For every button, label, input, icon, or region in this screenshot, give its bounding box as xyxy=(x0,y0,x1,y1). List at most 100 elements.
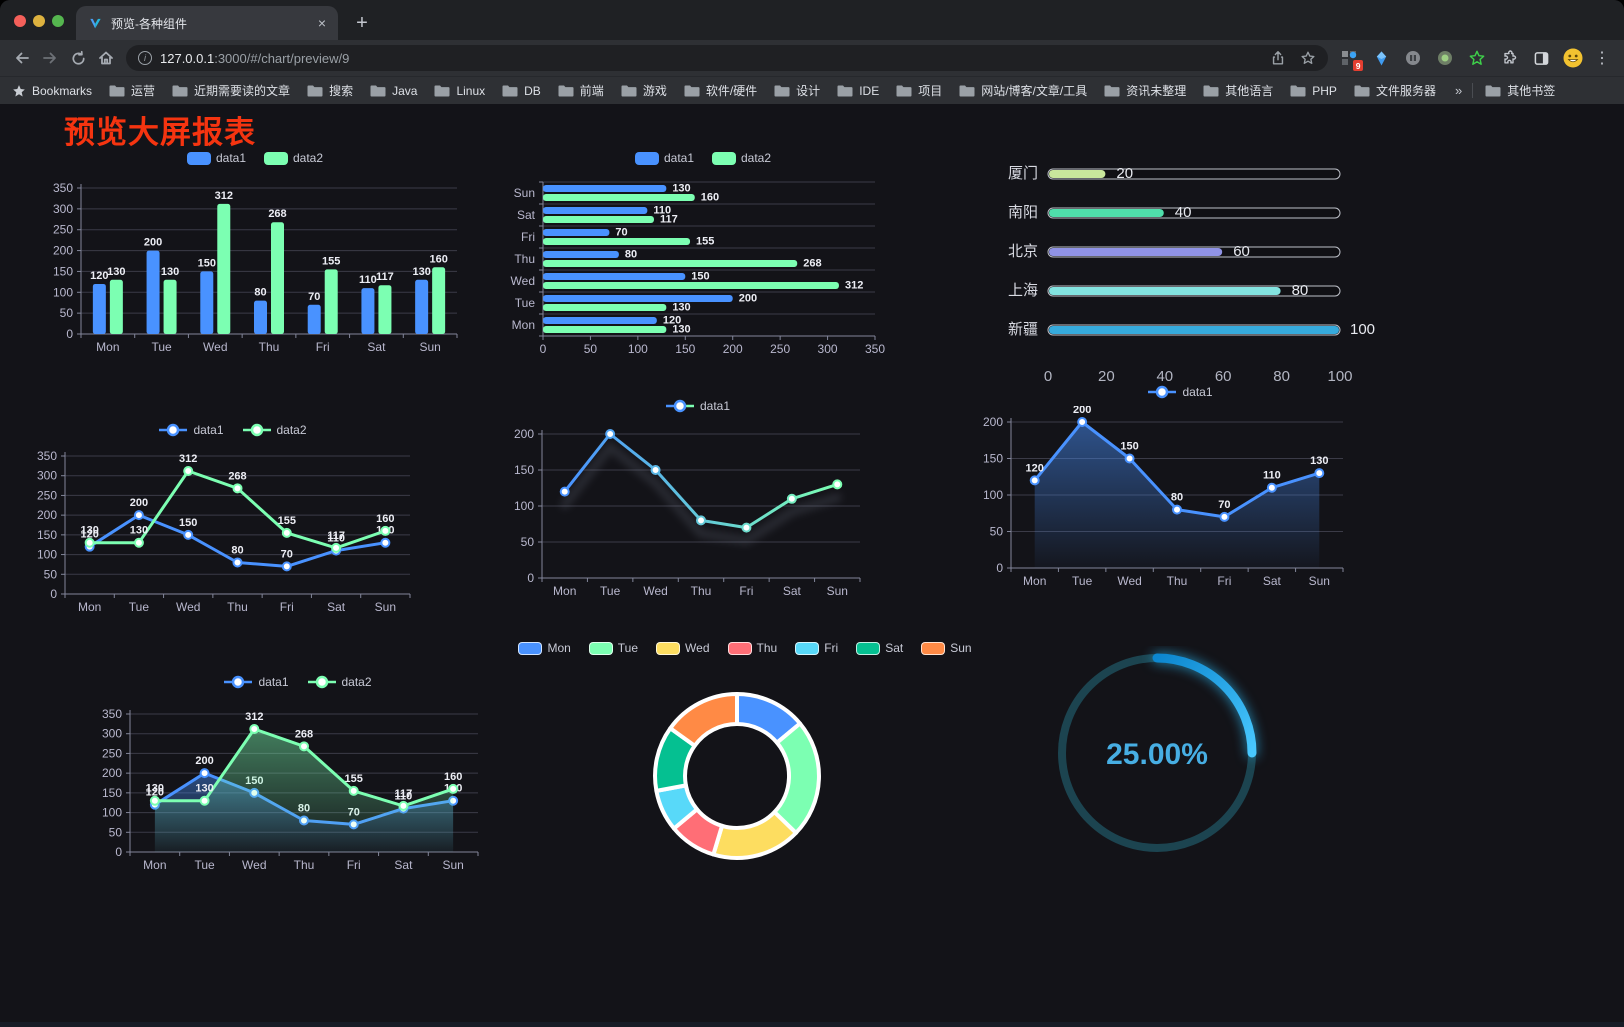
bookmark-item[interactable]: IDE xyxy=(837,84,879,98)
bar xyxy=(271,222,284,334)
bar xyxy=(543,326,667,333)
pie-slice[interactable] xyxy=(668,692,739,748)
bookmark-item[interactable]: 文件服务器 xyxy=(1354,82,1436,99)
legend-item[interactable]: Sun xyxy=(921,641,972,655)
folder-icon xyxy=(558,85,574,96)
zoom-window-button[interactable] xyxy=(52,15,64,27)
bookmark-item[interactable]: 设计 xyxy=(774,82,820,99)
browser-tab[interactable]: 预览-各种组件 × xyxy=(76,6,338,40)
close-window-button[interactable] xyxy=(14,15,26,27)
pie-slice[interactable] xyxy=(711,810,798,860)
chart-canvas[interactable]: 0 50 100 150 200 Mon Tue Wed Thu Fri Sat Sun 120 200 1… xyxy=(975,404,1385,598)
bookmark-item[interactable]: 前端 xyxy=(558,82,604,99)
bookmark-item[interactable]: 搜索 xyxy=(307,82,353,99)
progress-fill xyxy=(1049,248,1223,256)
legend-item[interactable]: data1 xyxy=(634,151,694,165)
svg-text:100: 100 xyxy=(37,548,57,562)
legend-item[interactable]: data2 xyxy=(307,675,372,689)
site-info-icon[interactable]: i xyxy=(138,51,152,65)
svg-text:312: 312 xyxy=(215,190,233,202)
legend-item[interactable]: Wed xyxy=(656,641,710,655)
extension-circle-icon[interactable] xyxy=(1402,47,1424,69)
bookmark-item[interactable]: 其他语言 xyxy=(1203,82,1273,99)
svg-text:110: 110 xyxy=(359,274,377,286)
svg-text:200: 200 xyxy=(37,508,57,522)
svg-text:70: 70 xyxy=(281,548,293,560)
browser-menu-icon[interactable]: ⋮ xyxy=(1594,50,1610,67)
reload-button[interactable] xyxy=(64,45,92,71)
bookmarks-overflow-chevron[interactable]: » xyxy=(1454,83,1463,98)
legend-item[interactable]: data1 xyxy=(186,151,246,165)
bookmark-item[interactable]: 运营 xyxy=(109,82,155,99)
extension-kite-icon[interactable] xyxy=(1370,47,1392,69)
bookmark-item[interactable]: 网站/博客/文章/工具 xyxy=(959,82,1087,99)
legend-label: data1 xyxy=(193,423,224,437)
legend-item[interactable]: Fri xyxy=(795,641,838,655)
svg-text:130: 130 xyxy=(672,324,690,336)
svg-text:Mon: Mon xyxy=(512,318,535,332)
svg-text:130: 130 xyxy=(672,302,690,314)
bookmarks-divider xyxy=(1472,83,1474,98)
svg-text:312: 312 xyxy=(245,711,263,723)
legend-item[interactable]: data1 xyxy=(665,399,730,413)
legend-item[interactable]: Mon xyxy=(518,641,571,655)
other-bookmarks-folder[interactable]: 其他书签 xyxy=(1485,82,1555,99)
bookmark-item[interactable]: 资讯未整理 xyxy=(1104,82,1186,99)
legend-item[interactable]: data1 xyxy=(158,423,224,437)
legend-item[interactable]: data2 xyxy=(264,151,323,165)
new-tab-button[interactable]: + xyxy=(356,11,368,34)
bookmark-item[interactable]: PHP xyxy=(1290,84,1337,98)
chart-canvas[interactable]: 0 50 100 150 200 250 300 350 Mon Tue Wed Thu Fri Sat S… xyxy=(45,172,465,370)
sidebar-toggle-icon[interactable] xyxy=(1530,47,1552,69)
share-icon[interactable] xyxy=(1270,50,1286,66)
svg-text:Sat: Sat xyxy=(1263,574,1282,588)
legend-item[interactable]: data1 xyxy=(223,675,289,689)
extensions-puzzle-icon[interactable] xyxy=(1498,47,1520,69)
bookmark-item[interactable]: Linux xyxy=(434,84,485,98)
svg-text:Thu: Thu xyxy=(294,858,315,872)
chart-canvas[interactable]: 0 50 100 150 200 Mon Tue Wed Thu Fri Sat Sun xyxy=(500,420,895,610)
legend-line-icon xyxy=(224,675,253,689)
legend-item[interactable]: Thu xyxy=(727,641,777,655)
address-bar[interactable]: i 127.0.0.1:3000/#/chart/preview/9 xyxy=(126,45,1328,71)
chart-canvas[interactable]: 0 50 100 150 200 250 300 350 Mon Tue Wed Thu Fri Sat S… xyxy=(35,444,430,630)
bookmark-item[interactable]: 软件/硬件 xyxy=(684,82,757,99)
extension-grid-icon[interactable]: 9 xyxy=(1338,47,1363,71)
extension-green-circle-icon[interactable] xyxy=(1434,47,1456,69)
chart-canvas[interactable]: 0 50 100 150 200 250 300 350 Mon Tue Wed Thu Fri Sat S… xyxy=(100,696,495,888)
forward-button[interactable] xyxy=(36,45,64,71)
chart-legend: data1 xyxy=(975,382,1385,402)
bar xyxy=(361,288,375,334)
bar xyxy=(92,283,106,334)
extension-star-icon[interactable] xyxy=(1466,47,1488,69)
home-button[interactable] xyxy=(92,45,120,71)
bookmark-item[interactable]: Java xyxy=(370,84,417,98)
bookmark-label: 设计 xyxy=(796,84,821,98)
bookmark-item[interactable]: DB xyxy=(502,84,541,98)
minimize-window-button[interactable] xyxy=(33,15,45,27)
svg-text:Sun: Sun xyxy=(419,340,440,354)
svg-text:0: 0 xyxy=(115,845,122,859)
bookmark-item[interactable]: 游戏 xyxy=(621,82,667,99)
legend-label: data2 xyxy=(741,151,772,165)
svg-text:Mon: Mon xyxy=(96,340,119,354)
legend-item[interactable]: data1 xyxy=(1147,385,1213,399)
profile-avatar[interactable] xyxy=(1562,47,1584,69)
svg-text:130: 130 xyxy=(672,183,690,195)
legend-item[interactable]: data2 xyxy=(712,151,771,165)
bookmark-star-icon[interactable] xyxy=(1300,50,1316,66)
tab-close-icon[interactable]: × xyxy=(317,15,326,31)
bookmark-item[interactable]: 近期需要读的文章 xyxy=(172,82,290,99)
svg-text:100: 100 xyxy=(1327,368,1352,385)
bookmark-item[interactable]: 项目 xyxy=(896,82,942,99)
legend-item[interactable]: Tue xyxy=(588,641,638,655)
chart-canvas[interactable]: 厦门 20 南阳 40 北京 60 上海 80 新疆 100 0 20 40 60 80 100 xyxy=(990,154,1390,389)
back-button[interactable] xyxy=(8,45,36,71)
chart-canvas[interactable]: 25.00% xyxy=(1040,646,1275,861)
legend-item[interactable]: Sat xyxy=(856,641,903,655)
legend-item[interactable]: data2 xyxy=(242,423,307,437)
bookmarks-manager-item[interactable]: Bookmarks xyxy=(12,84,92,98)
svg-text:350: 350 xyxy=(865,342,885,356)
chart-canvas[interactable] xyxy=(545,662,945,862)
